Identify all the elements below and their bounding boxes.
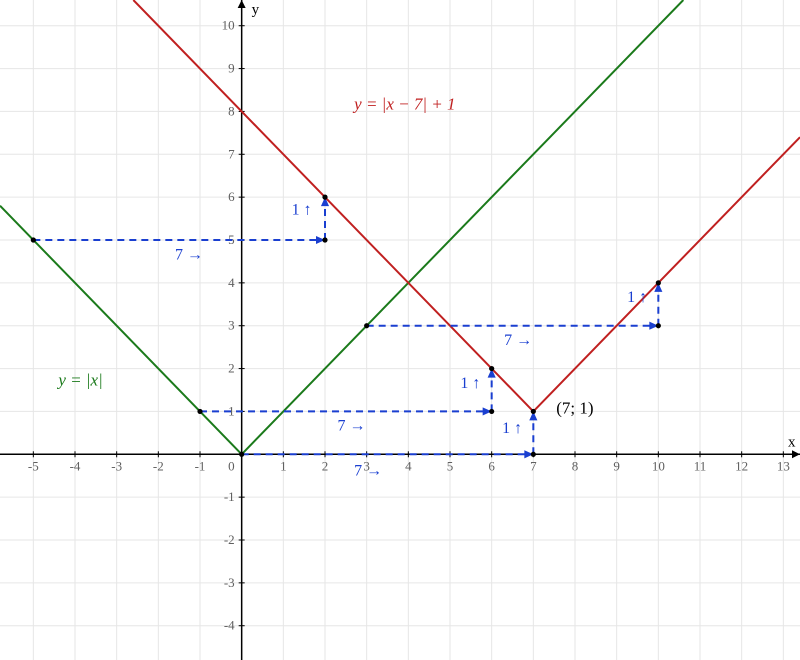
marker-point (531, 452, 536, 457)
y-tick-label: -1 (224, 489, 235, 504)
marker-point (322, 237, 327, 242)
shift-label-6: 7 → (354, 463, 382, 480)
x-tick-label: -2 (153, 458, 164, 473)
y-tick-label: 2 (228, 361, 235, 376)
y-tick-label: -2 (224, 532, 235, 547)
y-tick-label: -3 (224, 575, 235, 590)
y-tick-label: -4 (224, 618, 235, 633)
y-tick-label: 7 (228, 146, 235, 161)
marker-point (322, 195, 327, 200)
x-tick-label: -1 (195, 458, 206, 473)
x-tick-label: 13 (777, 458, 790, 473)
x-tick-label: 12 (735, 458, 748, 473)
curve-label-0: y = |x| (56, 371, 102, 390)
shift-label-0: 7 → (175, 246, 203, 263)
shift-label-7: 1 ↑ (502, 420, 522, 437)
y-tick-label: 8 (228, 103, 235, 118)
x-tick-label: 1 (280, 458, 287, 473)
marker-point (656, 280, 661, 285)
x-tick-label: 11 (694, 458, 707, 473)
shift-label-4: 7 → (338, 418, 366, 435)
x-tick-label: -4 (70, 458, 81, 473)
x-tick-label: 4 (405, 458, 412, 473)
marker-point (531, 409, 536, 414)
x-tick-label: -3 (111, 458, 122, 473)
x-tick-label: -5 (28, 458, 39, 473)
x-tick-label: 10 (652, 458, 665, 473)
marker-point (239, 452, 244, 457)
marker-point (489, 409, 494, 414)
shift-label-1: 1 ↑ (292, 201, 312, 218)
shift-label-2: 7 → (504, 332, 532, 349)
marker-point (31, 237, 36, 242)
x-tick-label: 0 (228, 458, 235, 473)
y-tick-label: 9 (228, 61, 235, 76)
math-plot: -5-4-3-2-1012345678910111213-4-3-2-11234… (0, 0, 800, 660)
y-tick-label: 10 (222, 18, 235, 33)
marker-point (656, 323, 661, 328)
vertex-label: (7; 1) (556, 399, 593, 418)
marker-point (489, 366, 494, 371)
marker-point (364, 323, 369, 328)
x-tick-label: 2 (322, 458, 329, 473)
x-tick-label: 5 (447, 458, 454, 473)
x-tick-label: 8 (572, 458, 579, 473)
y-tick-label: 3 (228, 318, 235, 333)
marker-point (197, 409, 202, 414)
x-tick-label: 7 (530, 458, 537, 473)
x-axis-label: x (788, 434, 796, 450)
x-tick-label: 6 (488, 458, 495, 473)
y-tick-label: 6 (228, 189, 235, 204)
y-axis-label: y (252, 2, 260, 18)
curve-label-1: y = |x − 7| + 1 (352, 94, 455, 113)
shift-label-5: 1 ↑ (460, 375, 480, 392)
y-tick-label: 4 (228, 275, 235, 290)
shift-label-3: 1 ↑ (627, 289, 647, 306)
x-tick-label: 9 (613, 458, 620, 473)
